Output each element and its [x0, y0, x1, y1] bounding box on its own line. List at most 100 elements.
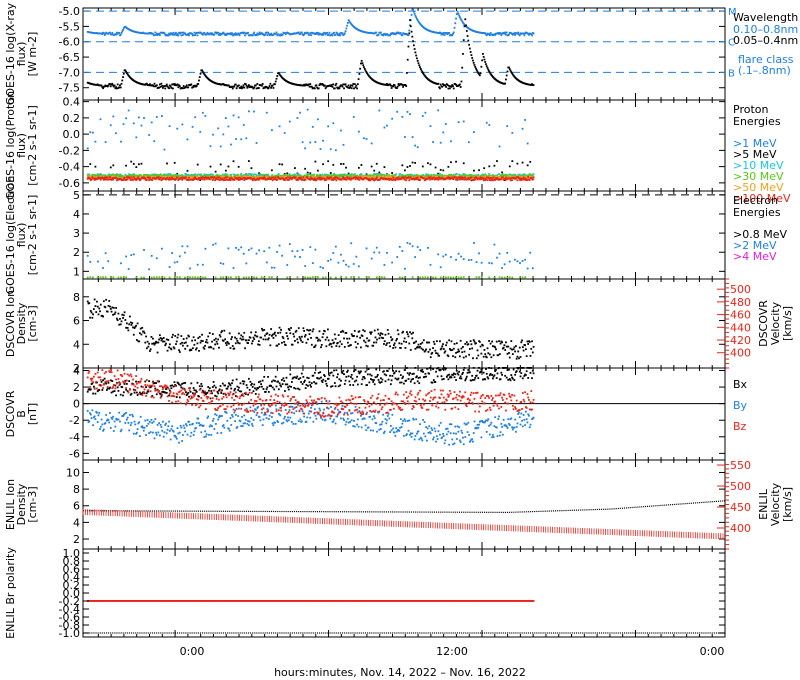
data-point [426, 341, 429, 344]
data-point [247, 276, 250, 279]
data-point [238, 332, 240, 335]
data-point [282, 337, 285, 340]
data-point [270, 176, 273, 179]
data-point [356, 83, 359, 86]
data-point [443, 34, 446, 36]
data-point [109, 31, 111, 34]
data-point [511, 73, 514, 76]
data-point [198, 76, 201, 79]
data-point [205, 175, 208, 178]
data-point [167, 339, 170, 341]
data-point [346, 176, 348, 179]
data-point [406, 331, 408, 334]
data-point [322, 267, 324, 269]
data-point [166, 85, 169, 88]
data-point [144, 341, 147, 344]
data-point [99, 173, 101, 176]
data-point [237, 175, 240, 178]
data-point [274, 80, 277, 83]
data-point [483, 177, 486, 180]
data-point [112, 276, 115, 279]
data-point [364, 175, 367, 178]
data-point [238, 84, 240, 87]
data-point [428, 341, 431, 344]
data-point [412, 10, 415, 13]
data-point [89, 316, 91, 319]
data-point [168, 33, 171, 36]
data-point [240, 85, 243, 88]
data-point [404, 346, 407, 349]
data-point [185, 84, 188, 87]
data-point [487, 176, 490, 179]
data-point [496, 160, 498, 162]
data-point [198, 335, 201, 338]
data-point [357, 265, 360, 268]
data-point [324, 338, 327, 341]
data-point [117, 174, 120, 177]
data-point [313, 177, 316, 180]
data-point [519, 177, 522, 180]
data-point [223, 329, 226, 332]
data-point [465, 174, 468, 177]
data-point [234, 32, 237, 35]
data-point [426, 178, 429, 181]
data-point [308, 85, 311, 88]
data-point [335, 179, 338, 182]
data-point [247, 85, 250, 88]
data-point [284, 344, 287, 346]
data-point [501, 171, 503, 174]
data-point [435, 174, 438, 177]
data-point [340, 343, 343, 346]
y-axis-label: DSCOVR Ion [4, 290, 17, 357]
data-point [252, 178, 255, 181]
data-point [311, 125, 314, 128]
data-point [235, 174, 238, 177]
data-point [397, 176, 400, 179]
data-point [187, 177, 190, 180]
data-point [247, 110, 250, 113]
data-point [274, 83, 276, 86]
data-point [261, 176, 264, 179]
data-point [277, 332, 279, 334]
data-point [383, 343, 385, 345]
data-point [163, 276, 166, 279]
data-point [330, 176, 332, 179]
data-point [409, 176, 412, 179]
data-point [132, 163, 135, 165]
y-axis-label: flux) [15, 133, 28, 158]
data-point [319, 173, 322, 176]
data-point [188, 176, 190, 179]
data-point [252, 87, 255, 90]
data-point [235, 138, 237, 140]
data-point [336, 341, 339, 344]
data-point [250, 331, 253, 334]
data-point [117, 276, 120, 279]
y-tick-label: 0.4 [63, 96, 81, 109]
data-point [168, 125, 171, 128]
data-point [171, 176, 174, 179]
data-point [326, 336, 329, 339]
data-point [369, 331, 372, 334]
data-point [509, 179, 512, 182]
data-point [324, 87, 327, 90]
data-point [205, 338, 208, 341]
data-point [191, 86, 194, 89]
legend-entry: >5 MeV [733, 148, 777, 161]
data-point [303, 174, 306, 177]
data-point [482, 179, 485, 182]
data-point [346, 337, 348, 340]
data-point [368, 276, 370, 279]
data-point [304, 178, 307, 181]
data-point [357, 130, 360, 133]
y-tick-label: -7.5 [59, 82, 80, 95]
data-point [310, 85, 313, 88]
data-point [123, 311, 126, 314]
data-point [314, 33, 317, 36]
data-point [358, 330, 361, 333]
data-point [383, 173, 385, 176]
data-point [114, 87, 117, 90]
data-point [457, 121, 460, 124]
data-point [432, 276, 434, 279]
data-point [399, 32, 402, 34]
